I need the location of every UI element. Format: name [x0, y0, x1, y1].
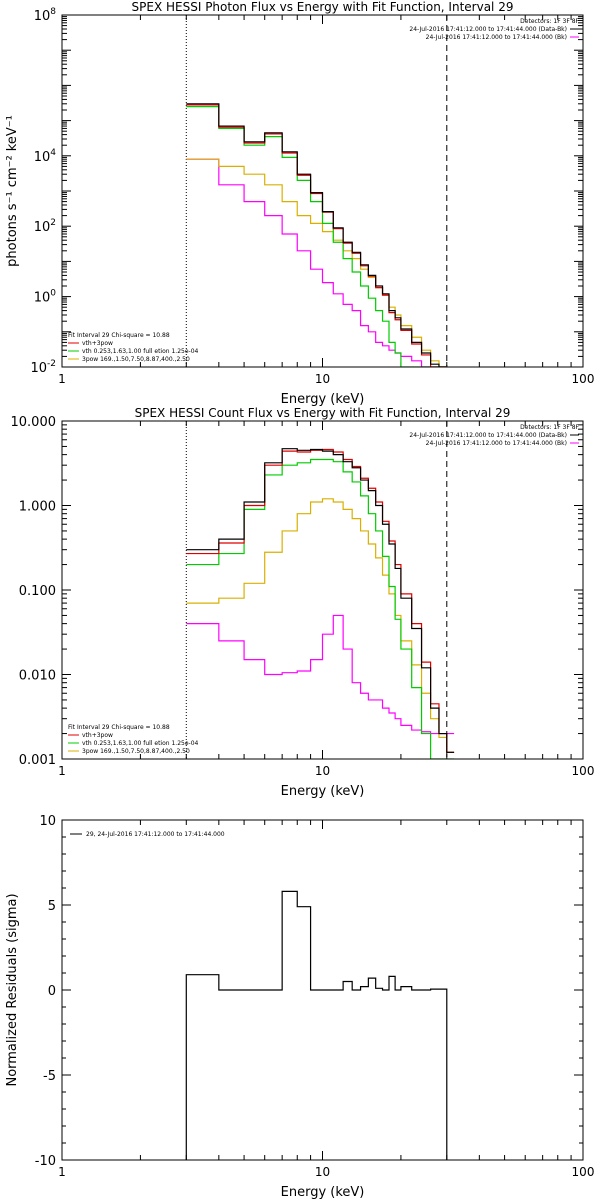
x-tick-label: 10	[315, 1165, 330, 1179]
chart-title: SPEX HESSI Photon Flux vs Energy with Fi…	[132, 0, 514, 14]
legend-top-text: Detectors: 1F 3F 8F	[520, 18, 579, 25]
legend-top-text: 24-Jul-2016 17:41:12.000 to 17:41:44.000…	[409, 26, 567, 33]
series-data-bk	[186, 448, 455, 753]
x-axis-label: Energy (keV)	[281, 392, 365, 407]
y-tick-label: 1.000	[19, 500, 56, 515]
y-tick-label: 0.100	[19, 584, 56, 599]
x-tick-label: 1	[58, 372, 66, 386]
series-vth	[186, 458, 455, 759]
chart-title: SPEX HESSI Count Flux vs Energy with Fit…	[135, 406, 511, 420]
legend-top-text: Detectors: 1F 3F 8F	[520, 424, 579, 431]
y-tick-base: 10	[34, 9, 51, 24]
series-bk	[186, 614, 455, 735]
y-tick-label: 10.000	[11, 415, 57, 430]
x-tick-label: 100	[572, 764, 595, 778]
y-tick-exponent: 4	[50, 148, 56, 158]
series-3pow	[186, 498, 455, 753]
y-tick-base: 10	[34, 150, 51, 165]
plot-frame	[61, 420, 584, 760]
plot-frame	[61, 14, 584, 368]
series-bk	[186, 158, 447, 367]
y-axis-label: photons s⁻¹ cm⁻² keV⁻¹	[5, 115, 20, 267]
y-tick-label: 0	[48, 984, 56, 999]
legend-top-text: 24-Jul-2016 17:41:12.000 to 17:41:44.000…	[426, 440, 567, 447]
legend-top-text: 24-Jul-2016 17:41:12.000 to 17:41:44.000…	[426, 34, 567, 41]
y-tick-label: 102	[34, 218, 56, 235]
legend-top-text: 24-Jul-2016 17:41:12.000 to 17:41:44.000…	[409, 432, 567, 439]
series-residuals	[185, 890, 448, 1160]
series-vth	[186, 105, 447, 367]
y-tick-label: 108	[34, 7, 57, 24]
series-vth-3pow	[186, 104, 447, 367]
y-tick-label: 0.010	[19, 669, 56, 684]
plot-frame	[61, 819, 584, 1161]
y-tick-label: -5	[43, 1069, 56, 1084]
x-tick-label: 1	[58, 1165, 66, 1179]
y-tick-label: 0.001	[19, 753, 56, 768]
y-tick-base: 10	[30, 361, 47, 376]
legend-bottom-text: vth 0.253,1.63,1.00 full etion 1.25e-04	[82, 348, 199, 355]
y-tick-exponent: 8	[50, 7, 56, 17]
series-vth-3pow	[186, 448, 455, 753]
x-tick-label: 100	[572, 1165, 595, 1179]
x-tick-label: 100	[572, 372, 595, 386]
y-tick-exponent: 0	[50, 289, 56, 299]
y-tick-base: 10	[34, 291, 51, 306]
y-tick-label: 104	[34, 148, 57, 165]
legend-bottom-text: vth 0.253,1.63,1.00 full etion 1.25e-04	[82, 740, 199, 747]
x-tick-label: 1	[58, 764, 66, 778]
y-tick-label: 10	[39, 814, 56, 829]
y-tick-label: 5	[48, 899, 56, 914]
legend-bottom-text: 3pow 169.,1.50,7.50,8.87,400.,2.50	[82, 748, 190, 755]
x-axis-label: Energy (keV)	[281, 1185, 365, 1200]
y-tick-label: 10-2	[30, 359, 56, 376]
y-axis-label: Normalized Residuals (sigma)	[5, 893, 20, 1086]
legend-bottom-text: Fit Interval 29 Chi-square = 10.88	[68, 332, 170, 339]
legend-bottom-text: vth+3pow	[82, 732, 113, 739]
y-tick-label: 100	[34, 289, 57, 306]
x-tick-label: 10	[315, 372, 330, 386]
y-tick-exponent: -2	[47, 359, 56, 369]
legend-text: 29, 24-Jul-2016 17:41:12.000 to 17:41:44…	[86, 831, 225, 838]
legend-bottom-text: Fit Interval 29 Chi-square = 10.88	[68, 724, 170, 731]
y-tick-exponent: 2	[50, 218, 56, 228]
legend-bottom-text: vth+3pow	[82, 340, 113, 347]
series-3pow	[186, 158, 447, 367]
y-tick-label: -10	[35, 1154, 56, 1169]
y-tick-base: 10	[34, 220, 51, 235]
legend-bottom-text: 3pow 169.,1.50,7.50,8.87,400.,2.50	[82, 356, 190, 363]
x-tick-label: 10	[315, 764, 330, 778]
series-data-bk	[186, 103, 447, 367]
x-axis-label: Energy (keV)	[281, 784, 365, 799]
